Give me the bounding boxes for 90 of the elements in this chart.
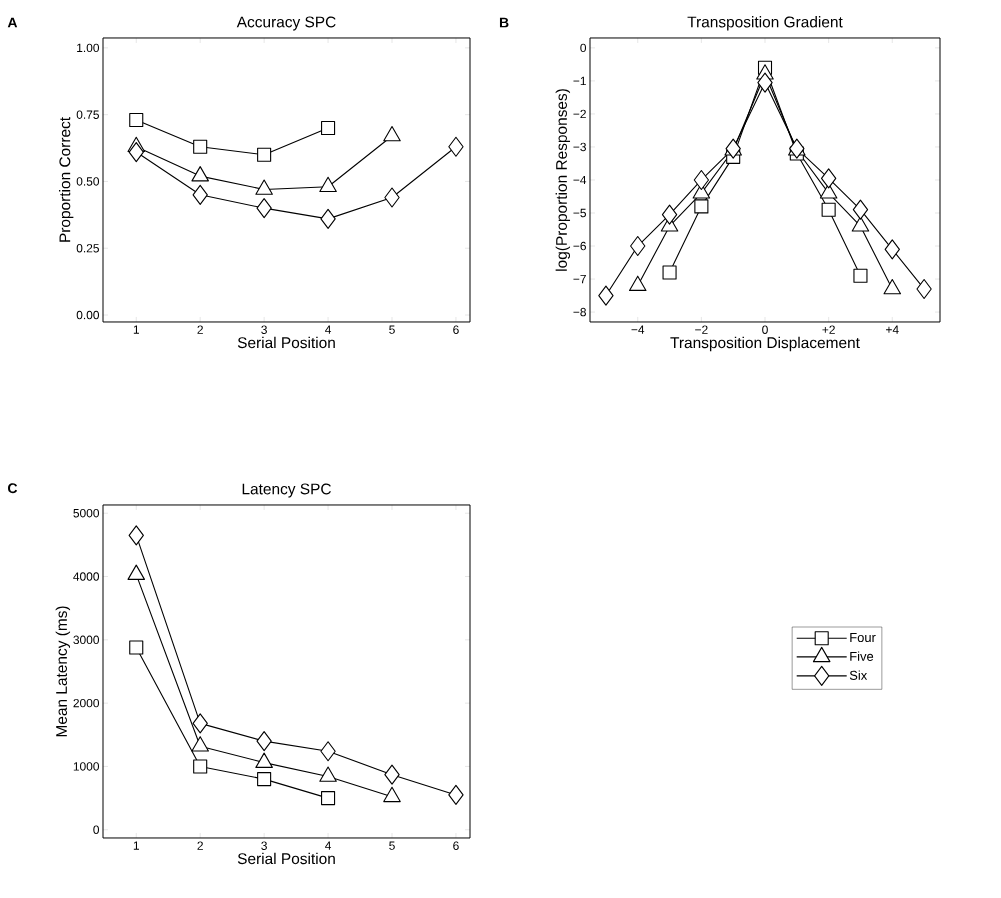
point	[384, 764, 400, 785]
point	[661, 204, 678, 225]
y-tick-label: −2	[573, 109, 586, 119]
legend-label: Four	[850, 633, 876, 643]
chart-title: Accuracy SPC	[236, 16, 336, 31]
y-tick-label: −8	[573, 307, 586, 317]
x-tick-label: 5	[389, 841, 395, 850]
y-tick-label: 1000	[73, 762, 100, 771]
y-axis-title: Mean Latency (ms)	[55, 606, 71, 737]
y-tick-label: −1	[573, 76, 586, 86]
y-tick-label: 0.75	[76, 110, 99, 119]
x-tick-label: −4	[631, 325, 645, 334]
point	[884, 239, 900, 260]
y-tick-label: 0	[580, 43, 587, 53]
point	[321, 791, 336, 806]
point	[257, 772, 272, 787]
point	[255, 179, 273, 195]
point	[821, 202, 836, 217]
point	[192, 184, 208, 205]
y-tick-label: −6	[573, 241, 586, 251]
text: B	[499, 17, 509, 28]
point	[320, 741, 336, 762]
point	[257, 147, 272, 162]
y-tick-label: 1.00	[77, 43, 100, 53]
text: C	[8, 483, 18, 494]
x-tick-label: 1	[133, 841, 139, 850]
x-tick-label: 3	[261, 841, 267, 850]
x-tick-label: +4	[886, 325, 899, 334]
x-tick-label: 5	[389, 325, 395, 334]
y-tick-label: 0.00	[76, 310, 100, 320]
point	[193, 759, 208, 774]
point	[192, 713, 208, 734]
point	[256, 198, 272, 219]
y-tick-label: 3000	[73, 635, 100, 645]
y-tick-label: 2000	[73, 698, 100, 708]
point	[757, 72, 773, 93]
x-tick-label: 4	[325, 325, 332, 334]
text: A	[7, 17, 18, 28]
x-tick-label: 6	[453, 841, 459, 850]
legend-label: Five	[850, 651, 874, 661]
x-axis-title: Serial Position	[237, 852, 335, 865]
point	[129, 640, 144, 655]
x-tick-label: 2	[197, 325, 203, 334]
y-tick-label: 5000	[73, 508, 100, 518]
x-axis-title: Serial Position	[237, 336, 335, 349]
y-tick-label: 0	[93, 825, 100, 834]
point	[448, 784, 464, 805]
point	[128, 525, 144, 546]
point	[193, 139, 208, 154]
x-tick-label: 0	[762, 325, 768, 334]
point	[128, 142, 144, 163]
point	[384, 187, 400, 208]
point	[820, 168, 837, 189]
point	[819, 183, 838, 199]
y-tick-label: −3	[573, 142, 586, 152]
point	[693, 169, 710, 191]
x-axis-title: Transposition Displacement	[670, 336, 860, 352]
point	[320, 208, 336, 229]
y-axis-title: log(Proportion Responses)	[555, 89, 571, 271]
point	[853, 268, 868, 283]
point	[448, 136, 464, 157]
point	[916, 278, 932, 300]
chart-title: Transposition Gradient	[687, 16, 843, 31]
y-tick-label: −4	[573, 175, 587, 185]
x-tick-label: 2	[197, 841, 203, 850]
point	[852, 199, 869, 220]
x-tick-label: 6	[453, 325, 459, 334]
point	[851, 216, 870, 232]
x-tick-label: +2	[822, 325, 835, 334]
y-tick-label: 4000	[73, 572, 100, 581]
x-tick-label: 1	[133, 325, 139, 334]
y-axis-title: Proportion Correct	[58, 117, 74, 242]
legend-label: Six	[849, 670, 868, 680]
point	[662, 265, 677, 280]
point	[319, 176, 337, 193]
y-tick-label: 0.50	[76, 177, 100, 186]
y-tick-label: −7	[573, 274, 586, 284]
point	[598, 285, 614, 306]
point	[256, 731, 272, 752]
point	[321, 120, 336, 136]
point	[129, 112, 144, 128]
x-tick-label: 3	[261, 325, 267, 334]
x-tick-label: −2	[695, 325, 708, 334]
point	[630, 235, 646, 257]
point	[191, 166, 209, 182]
y-tick-label: 0.25	[76, 244, 99, 253]
x-tick-label: 4	[325, 841, 332, 850]
point	[694, 199, 709, 214]
y-tick-label: −5	[573, 208, 586, 218]
chart-title: Latency SPC	[242, 483, 331, 498]
